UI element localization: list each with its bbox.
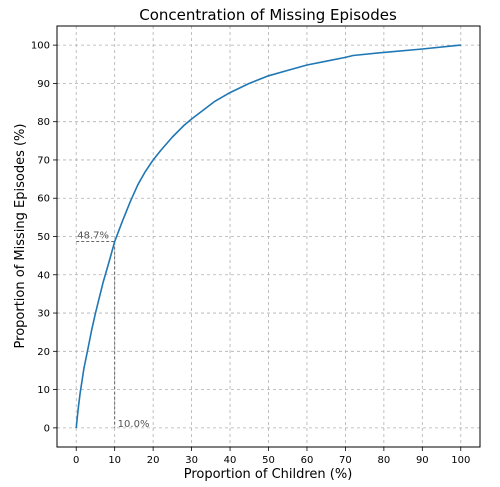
annotations: 48.7% 10.0% [77, 230, 149, 429]
y-axis: 0 10 20 30 40 50 60 70 80 90 100 [31, 41, 57, 434]
y-tick-label: 10 [37, 385, 50, 396]
x-tick-label: 90 [416, 455, 429, 466]
x-tick-label: 0 [73, 455, 79, 466]
y-tick-label: 0 [44, 423, 50, 434]
y-tick-label: 50 [37, 232, 50, 243]
y-tick-label: 20 [37, 347, 50, 358]
annotation-y-value: 48.7% [77, 230, 109, 241]
x-tick-label: 70 [339, 455, 352, 466]
x-tick-label: 50 [262, 455, 275, 466]
y-tick-label: 40 [37, 270, 50, 281]
x-tick-label: 100 [451, 455, 470, 466]
x-axis-label: Proportion of Children (%) [184, 467, 353, 482]
y-axis-label: Proportion of Missing Episodes (%) [13, 124, 28, 349]
series-layer [75, 44, 461, 428]
y-tick-label: 100 [31, 41, 50, 52]
x-tick-label: 10 [108, 455, 121, 466]
chart-title: Concentration of Missing Episodes [139, 6, 397, 24]
x-axis: 0 10 20 30 40 50 60 70 80 90 100 [73, 447, 470, 466]
x-tick-label: 30 [185, 455, 198, 466]
x-tick-label: 40 [224, 455, 237, 466]
y-tick-label: 60 [37, 194, 50, 205]
y-tick-label: 90 [37, 79, 50, 90]
reference-lines [76, 241, 116, 428]
x-tick-label: 80 [377, 455, 390, 466]
x-tick-label: 60 [301, 455, 314, 466]
y-tick-label: 80 [37, 117, 50, 128]
y-tick-label: 30 [37, 309, 50, 320]
annotation-x-value: 10.0% [118, 419, 150, 430]
series-line-0 [75, 44, 461, 428]
x-tick-label: 20 [147, 455, 160, 466]
y-tick-label: 70 [37, 155, 50, 166]
